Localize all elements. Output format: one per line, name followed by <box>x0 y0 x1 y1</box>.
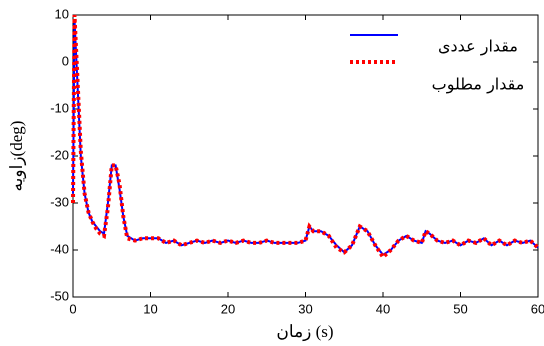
y-tick-label: -10 <box>50 100 69 115</box>
y-tick-label: -20 <box>50 147 69 162</box>
y-tick-label: -30 <box>50 194 69 209</box>
x-tick-label: 60 <box>531 301 544 316</box>
legend-label: مقدار عددی <box>438 37 518 57</box>
x-axis-label: زمان (s) <box>276 322 333 342</box>
y-tick-label: -40 <box>50 241 69 256</box>
y-axis-label: زاویه(deg) <box>7 121 27 192</box>
y-tick-label: 0 <box>62 53 69 68</box>
series-line <box>71 14 540 261</box>
x-tick-label: 10 <box>143 301 157 316</box>
y-tick-label: 10 <box>55 6 69 21</box>
x-tick-label: 50 <box>453 301 467 316</box>
y-tick-label: -50 <box>50 288 69 303</box>
x-tick-label: 30 <box>298 301 312 316</box>
legend-label: مقدار مطلوب <box>432 75 525 95</box>
plot-frame <box>72 14 539 298</box>
x-tick-label: 20 <box>221 301 235 316</box>
x-tick-label: 0 <box>69 301 76 316</box>
x-tick-label: 40 <box>376 301 390 316</box>
